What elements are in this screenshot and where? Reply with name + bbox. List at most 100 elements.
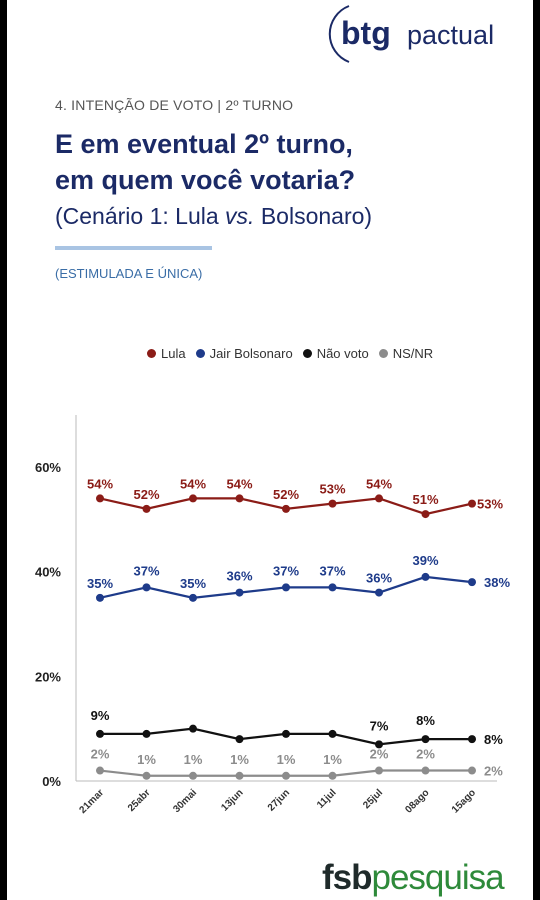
data-label: 1% [323, 752, 342, 767]
data-label: 8% [416, 713, 435, 728]
data-point [235, 588, 244, 597]
y-tick-label: 0% [42, 774, 61, 789]
data-label: 39% [412, 553, 438, 568]
data-label: 36% [366, 571, 392, 586]
stimulus-label: (ESTIMULADA E ÚNICA) [55, 266, 203, 281]
y-tick-label: 20% [35, 669, 61, 684]
data-point [96, 729, 104, 738]
data-label: 1% [277, 752, 296, 767]
data-label: 52% [133, 487, 159, 502]
data-label: 1% [230, 752, 249, 767]
scenario-suffix: Bolsonaro) [254, 203, 373, 229]
data-label: 35% [87, 576, 113, 591]
legend-label: Jair Bolsonaro [209, 346, 293, 361]
x-tick-label: 08ago [403, 787, 431, 815]
legend-item-lula: Lula [147, 346, 186, 361]
data-point [421, 510, 430, 519]
data-point [189, 771, 197, 780]
btg-pactual-logo: btg pactual [328, 5, 494, 63]
data-point [235, 771, 244, 780]
data-point [142, 504, 151, 513]
data-label: 1% [184, 752, 203, 767]
data-label: 36% [226, 569, 252, 584]
x-tick-label: 25abr [126, 787, 153, 814]
legend-label: NS/NR [392, 346, 434, 361]
legend-dot-icon [302, 349, 312, 358]
data-point [375, 588, 383, 597]
data-label: 2% [484, 764, 503, 779]
data-point [375, 494, 383, 503]
legend-item-ns-nr: NS/NR [378, 346, 434, 361]
legend-label: Não voto [316, 346, 369, 361]
data-point [282, 729, 290, 738]
data-point [235, 735, 244, 744]
data-label: 52% [273, 487, 299, 502]
x-tick-label: 27jun [266, 787, 292, 813]
scenario-prefix: (Cenário 1: Lula [55, 203, 226, 229]
data-point [328, 729, 337, 738]
data-point [189, 494, 197, 503]
data-point [282, 583, 290, 592]
data-point [96, 766, 104, 775]
data-point [189, 593, 197, 602]
title-line-2: em quem você votaria? [55, 165, 356, 195]
legend-label: Lula [161, 346, 186, 361]
x-tick-label: 11jul [315, 787, 339, 811]
data-point [468, 766, 476, 775]
data-point [421, 735, 430, 744]
data-label: 37% [133, 563, 159, 578]
data-label: 37% [319, 563, 345, 578]
data-point [328, 583, 337, 592]
data-point [468, 735, 476, 744]
x-tick-label: 30mai [171, 787, 199, 815]
footer-brand-light: pesquisa [371, 858, 505, 897]
data-point [189, 724, 197, 733]
data-label: 54% [366, 476, 392, 491]
y-tick-label: 60% [35, 460, 61, 475]
fsb-pesquisa-logo: fsbpesquisa [322, 858, 505, 898]
scenario-label: (Cenário 1: Lula vs. Bolsonaro) [55, 203, 372, 230]
data-label: 2% [91, 747, 110, 762]
logo-primary-text: btg [341, 15, 391, 51]
chart-legend: Lula Jair Bolsonaro Não voto NS/NR [147, 346, 433, 361]
data-point [142, 583, 151, 592]
x-tick-label: 13jun [219, 787, 245, 813]
y-tick-label: 40% [35, 565, 61, 580]
data-label: 35% [180, 576, 206, 591]
data-label: 51% [412, 492, 438, 507]
data-point [421, 572, 430, 581]
data-point [468, 499, 476, 508]
page-title: E em eventual 2º turno, em quem você vot… [55, 126, 355, 198]
x-tick-label: 15ago [450, 787, 478, 815]
title-underline [55, 246, 212, 250]
data-point [421, 766, 430, 775]
legend-item-nao-voto: Não voto [302, 346, 369, 361]
x-tick-label: 21mar [78, 787, 107, 816]
line-chart: 0% 20% 40% 60% 21mar 25abr 30mai 13jun 27jun 11ju… [35, 415, 510, 816]
data-point [375, 740, 383, 749]
data-point [142, 729, 151, 738]
logo-secondary-text: pactual [407, 20, 494, 50]
data-point [282, 771, 290, 780]
scenario-vs: vs. [225, 203, 255, 229]
data-label: 54% [226, 476, 252, 491]
data-label: 53% [319, 482, 345, 497]
data-label: 37% [273, 563, 299, 578]
data-label: 38% [484, 575, 510, 590]
data-point [142, 771, 151, 780]
data-point [328, 499, 337, 508]
legend-dot-icon [378, 349, 388, 358]
data-point [282, 504, 290, 513]
data-point [328, 771, 337, 780]
data-label: 54% [87, 476, 113, 491]
slide: btg pactual 4. INTENÇÃO DE VOTO | 2º TUR… [7, 0, 533, 900]
footer-brand-bold: fsb [322, 858, 372, 897]
title-line-1: E em eventual 2º turno, [55, 129, 353, 159]
legend-item-bolsonaro: Jair Bolsonaro [195, 346, 293, 361]
legend-dot-icon [147, 349, 156, 358]
data-label: 9% [91, 708, 110, 723]
data-label: 7% [370, 718, 389, 733]
data-label: 2% [416, 747, 435, 762]
legend-dot-icon [195, 349, 205, 358]
data-label: 54% [180, 476, 206, 491]
